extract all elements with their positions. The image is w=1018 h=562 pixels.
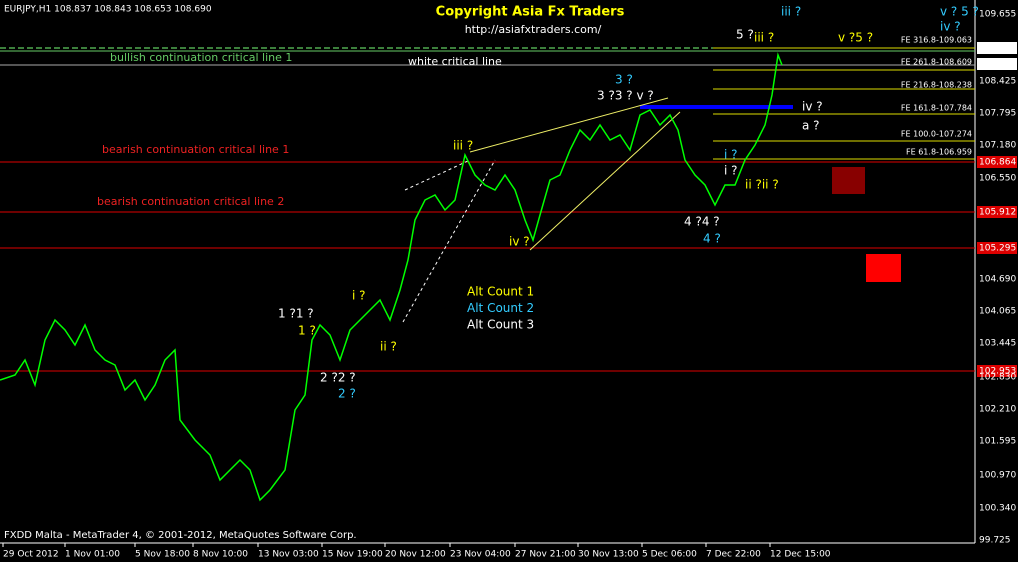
wave-label: iv ? xyxy=(802,100,823,114)
wave-label: iii ? xyxy=(754,31,774,45)
line-label: white critical line xyxy=(408,55,502,68)
wave-label: 4 ? xyxy=(703,232,721,246)
wave-label: ii ? xyxy=(380,340,397,354)
alt-count: Alt Count 3 xyxy=(467,318,534,332)
time-tick-label: 12 Dec 15:00 xyxy=(770,550,831,560)
wave-label: 1 ? xyxy=(298,324,316,338)
price-box xyxy=(977,42,1017,54)
wave-label: 2 ? xyxy=(338,387,356,401)
price-line xyxy=(0,52,783,502)
price-tick-label: 108.977 xyxy=(979,44,1016,54)
wave-label: 3 ? xyxy=(615,73,633,87)
price-tick-label: 108.690 xyxy=(979,60,1016,70)
price-tick-label: 108.425 xyxy=(979,77,1016,87)
trendline xyxy=(469,97,669,153)
price-tick-label: 100.970 xyxy=(979,471,1016,481)
wave-label: iii ? xyxy=(781,5,801,19)
time-tick-label: 1 Nov 01:00 xyxy=(65,550,120,560)
wave-label: v ? 5 ? xyxy=(940,5,979,19)
line-label: bearish continuation critical line 2 xyxy=(97,195,284,208)
price-box xyxy=(977,58,1017,70)
fe-label: FE 100.0-107.274 xyxy=(901,130,972,139)
fe-label: FE 261.8-108.609 xyxy=(901,58,972,67)
wave-label: iii ? xyxy=(453,139,473,153)
price-box xyxy=(977,206,1017,218)
alt-count: Alt Count 2 xyxy=(467,301,534,315)
alt-count: Alt Count 1 xyxy=(467,285,534,299)
price-box xyxy=(977,242,1017,254)
price-tick-label: 101.595 xyxy=(979,437,1016,447)
fe-label: FE 316.8-109.063 xyxy=(901,36,972,45)
time-tick-label: 13 Nov 03:00 xyxy=(258,550,319,560)
wave-label: i ? xyxy=(352,289,366,303)
price-box xyxy=(977,365,1017,377)
time-tick-label: 5 Dec 06:00 xyxy=(642,550,697,560)
fe-label: FE 216.8-108.238 xyxy=(901,81,972,90)
wave-label: a ? xyxy=(802,119,820,133)
wave-label: i ? xyxy=(724,164,738,178)
wave-label: i ? xyxy=(724,148,738,162)
wave-label: v ?5 ? xyxy=(838,31,873,45)
price-tick-label: 104.065 xyxy=(979,307,1016,317)
trendline xyxy=(402,159,496,323)
time-tick-label: 23 Nov 04:00 xyxy=(450,550,511,560)
price-tick-label: 107.180 xyxy=(979,141,1016,151)
price-tick-label: 107.795 xyxy=(979,109,1016,119)
price-tick-label: 102.830 xyxy=(979,373,1016,383)
trendline xyxy=(529,111,681,251)
fe-label: FE 61.8-106.959 xyxy=(906,148,972,157)
price-box xyxy=(977,156,1017,168)
red-lines xyxy=(0,161,975,372)
time-tick-label: 20 Nov 12:00 xyxy=(385,550,446,560)
price-tick-label: 105.295 xyxy=(979,244,1016,254)
price-tick-label: 99.725 xyxy=(979,536,1011,546)
price-tick-label: 109.655 xyxy=(979,10,1016,20)
line-label: bullish continuation critical line 1 xyxy=(110,51,292,64)
time-tick-label: 30 Nov 13:00 xyxy=(578,550,639,560)
time-tick-label: 15 Nov 19:00 xyxy=(322,550,383,560)
wave-label: 2 ?2 ? xyxy=(320,371,356,385)
wave-label: 1 ?1 ? xyxy=(278,307,314,321)
price-tick-label: 103.445 xyxy=(979,339,1016,349)
price-tick-label: 104.690 xyxy=(979,275,1016,285)
wave-label: iv ? xyxy=(509,235,530,249)
line-label: bearish continuation critical line 1 xyxy=(102,143,289,156)
price-tick-label: 105.912 xyxy=(979,208,1016,218)
time-tick-label: 29 Oct 2012 xyxy=(3,550,59,560)
wave-label: 3 ?3 ? v ? xyxy=(597,89,654,103)
footer: FXDD Malta - MetaTrader 4, © 2001-2012, … xyxy=(4,530,357,541)
time-tick-label: 8 Nov 10:00 xyxy=(193,550,248,560)
fe-label: FE 161.8-107.784 xyxy=(901,104,972,113)
wave-label: 4 ?4 ? xyxy=(684,215,720,229)
wave-label: iv ? xyxy=(940,20,961,34)
price-tick-label: 100.340 xyxy=(979,504,1016,514)
price-tick-label: 102.210 xyxy=(979,405,1016,415)
symbol-info: EURJPY,H1 108.837 108.843 108.653 108.69… xyxy=(4,5,212,15)
time-tick-label: 5 Nov 18:00 xyxy=(135,550,190,560)
price-tick-label: 106.864 xyxy=(979,158,1016,168)
price-tick-label: 106.550 xyxy=(979,174,1016,184)
time-tick-label: 7 Dec 22:00 xyxy=(706,550,761,560)
wave-label: 5 ? xyxy=(736,28,754,42)
zone xyxy=(866,254,901,282)
title: Copyright Asia Fx Traders xyxy=(436,5,625,20)
price-tick-label: 102.953 xyxy=(979,367,1016,377)
zone xyxy=(832,167,865,194)
time-tick-label: 27 Nov 21:00 xyxy=(515,550,576,560)
url: http://asiafxtraders.com/ xyxy=(465,23,602,36)
wave-label: ii ?ii ? xyxy=(745,178,779,192)
